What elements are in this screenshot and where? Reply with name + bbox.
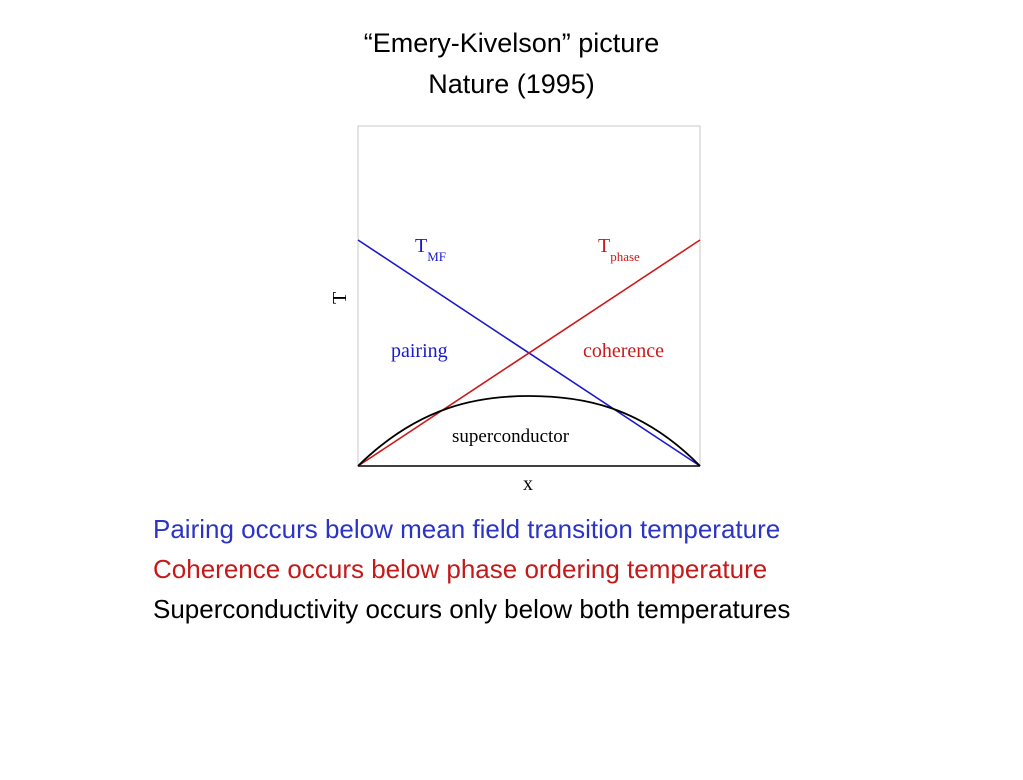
title-line-1: “Emery-Kivelson” picture	[363, 28, 660, 58]
superconductor-dome	[357, 395, 701, 467]
caption-coherence: Coherence occurs below phase ordering te…	[153, 554, 768, 584]
region-coherence: coherence	[583, 340, 664, 362]
tmf-label: TMF	[415, 235, 446, 264]
region-superconductor: superconductor	[452, 426, 570, 447]
caption-superconductivity: Superconductivity occurs only below both…	[153, 594, 791, 624]
title-line-2: Nature (1995)	[428, 69, 595, 99]
plot-frame	[357, 125, 701, 467]
y-axis-label: T	[329, 292, 351, 304]
tphase-line	[357, 239, 701, 467]
x-axis-label: x	[523, 473, 533, 495]
region-pairing: pairing	[391, 340, 448, 362]
caption-pairing: Pairing occurs below mean field transiti…	[153, 514, 781, 544]
tphase-label: Tphase	[598, 235, 640, 264]
caption-block: Pairing occurs below mean field transiti…	[153, 509, 790, 629]
